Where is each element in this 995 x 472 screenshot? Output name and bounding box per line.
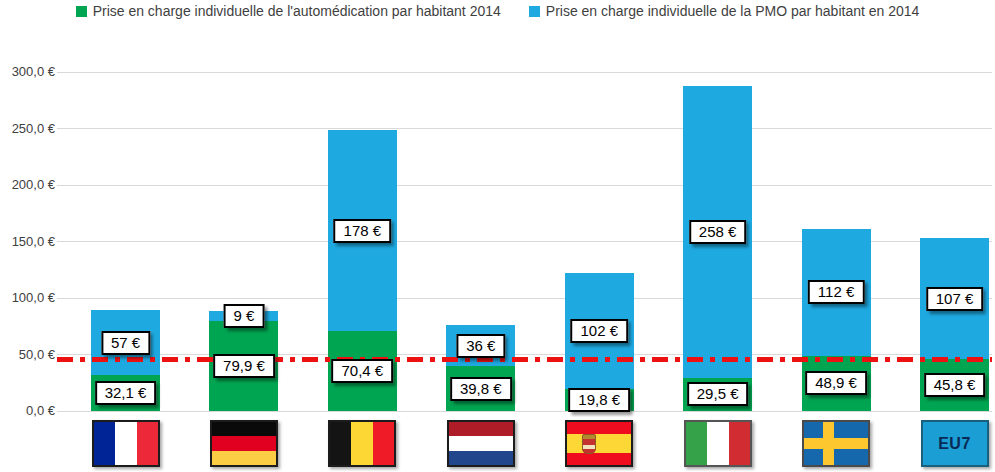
data-label-spain-pmo: 102 € xyxy=(570,319,628,343)
eu7-label: EU7 xyxy=(938,435,971,453)
flag-italy-icon xyxy=(684,420,752,467)
data-label-germany-pmo: 9 € xyxy=(223,304,264,328)
legend-item-pmo: Prise en charge individuelle de la PMO p… xyxy=(529,3,920,19)
data-label-netherlands-automedication: 39,8 € xyxy=(450,377,512,401)
data-label-france-pmo: 57 € xyxy=(101,331,150,355)
legend-item-automedication: Prise en charge individuelle de l'automé… xyxy=(76,3,501,19)
reference-line xyxy=(57,357,992,362)
gridline-250 xyxy=(57,128,992,129)
y-axis-tick-label: 200,0 € xyxy=(0,177,55,192)
data-label-italy-pmo: 258 € xyxy=(689,220,747,244)
data-label-sweden-pmo: 112 € xyxy=(808,280,864,304)
data-label-germany-automedication: 79,9 € xyxy=(213,354,275,378)
flag-belgium-icon xyxy=(328,420,396,467)
plot-area: 0,0 €50,0 €100,0 €150,0 €200,0 €250,0 €3… xyxy=(63,72,992,411)
data-label-france-automedication: 32,1 € xyxy=(95,381,157,405)
legend-swatch-pmo-icon xyxy=(529,6,540,17)
flag-spain-icon xyxy=(565,420,633,467)
y-axis-tick-label: 100,0 € xyxy=(0,290,55,305)
y-axis-tick-label: 250,0 € xyxy=(0,121,55,136)
data-label-sweden-automedication: 48,9 € xyxy=(805,371,867,395)
data-label-eu7-pmo: 107 € xyxy=(926,287,984,311)
stacked-bar-chart: Prise en charge individuelle de l'automé… xyxy=(0,0,995,472)
eu7-box: EU7 xyxy=(921,420,989,467)
gridline-200 xyxy=(57,185,992,186)
flag-germany-icon xyxy=(210,420,278,467)
legend-label-automedication: Prise en charge individuelle de l'automé… xyxy=(93,3,501,19)
y-axis-tick-label: 50,0 € xyxy=(0,347,55,362)
gridline-300 xyxy=(57,72,992,73)
data-label-italy-automedication: 29,5 € xyxy=(687,382,749,406)
data-label-netherlands-pmo: 36 € xyxy=(456,334,505,358)
flag-france-icon xyxy=(92,420,160,467)
data-label-belgium-pmo: 178 € xyxy=(334,219,392,243)
legend: Prise en charge individuelle de l'automé… xyxy=(0,3,995,19)
y-axis-tick-label: 150,0 € xyxy=(0,234,55,249)
y-axis-tick-label: 0,0 € xyxy=(0,403,55,418)
flag-netherlands-icon xyxy=(447,420,515,467)
y-axis-tick-label: 300,0 € xyxy=(0,64,55,79)
data-label-spain-automedication: 19,8 € xyxy=(568,388,630,412)
legend-swatch-automedication-icon xyxy=(76,6,87,17)
legend-label-pmo: Prise en charge individuelle de la PMO p… xyxy=(546,3,920,19)
data-label-eu7-automedication: 45,8 € xyxy=(924,373,986,397)
flag-sweden-icon xyxy=(802,420,870,467)
data-label-belgium-automedication: 70,4 € xyxy=(332,359,394,383)
